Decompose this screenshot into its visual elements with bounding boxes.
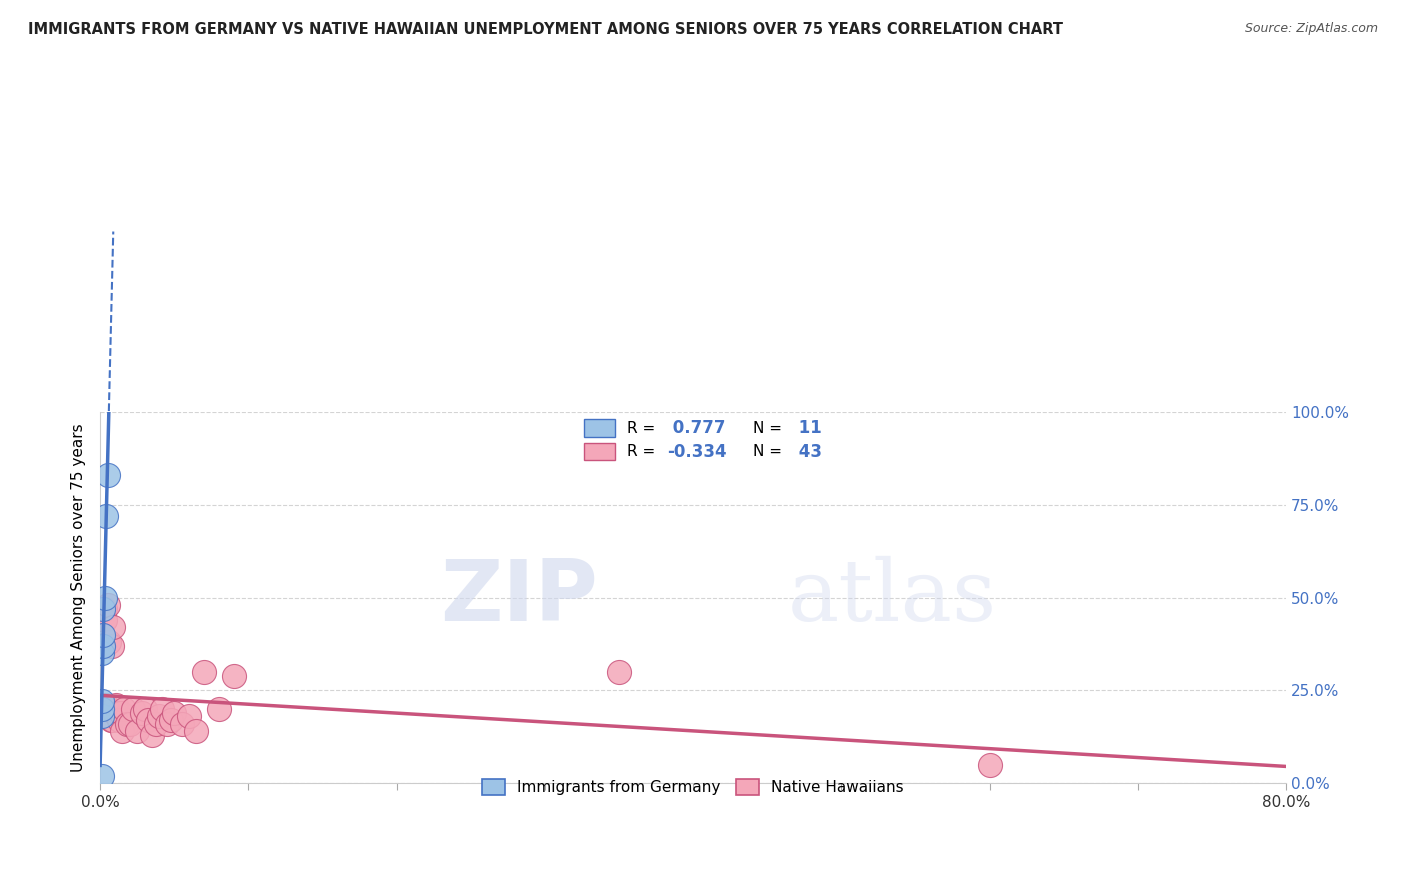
Point [131,706,153,720]
Point [115,716,138,731]
Text: atlas: atlas [787,556,997,640]
Point [136,713,159,727]
Point [170,716,193,731]
Point [90,702,112,716]
Point [96,468,118,483]
Point [222,668,245,682]
Point [141,728,163,742]
Text: IMMIGRANTS FROM GERMANY VS NATIVE HAWAIIAN UNEMPLOYMENT AMONG SENIORS OVER 75 YE: IMMIGRANTS FROM GERMANY VS NATIVE HAWAII… [28,22,1063,37]
Point [208,702,231,716]
Point [104,706,127,720]
Point [177,709,200,723]
Point [90,702,112,716]
Point [91,639,114,653]
Text: ZIP: ZIP [440,556,598,640]
Point [100,713,122,727]
Point [108,713,131,727]
Point [156,716,179,731]
Y-axis label: Unemployment Among Seniors over 75 years: Unemployment Among Seniors over 75 years [72,424,86,772]
Point [186,724,208,739]
Point [104,706,127,720]
Legend: Immigrants from Germany, Native Hawaiians: Immigrants from Germany, Native Hawaiian… [477,773,910,801]
Point [145,716,167,731]
Point [90,709,112,723]
Point [91,601,114,615]
Point [110,706,132,720]
Point [90,769,112,783]
Point [103,620,125,634]
Point [150,702,173,716]
Point [193,665,215,679]
Point [96,598,118,612]
Point [107,706,129,720]
Point [160,713,183,727]
Text: Source: ZipAtlas.com: Source: ZipAtlas.com [1244,22,1378,36]
Point [94,509,117,524]
Point [111,724,134,739]
Point [121,702,143,716]
Point [90,694,112,708]
Point [91,628,114,642]
Point [91,601,114,615]
Point [98,635,121,649]
Point [607,665,630,679]
Point [163,706,186,720]
Point [94,698,117,713]
Point [96,702,118,716]
Point [112,702,135,716]
Point [118,716,141,731]
Point [91,702,114,716]
Point [101,713,124,727]
Point [105,698,128,713]
Point [101,639,124,653]
Point [93,613,115,627]
Point [93,591,115,605]
Point [127,724,149,739]
Point [93,601,115,615]
Point [134,702,156,716]
Point [979,757,1001,772]
Point [90,646,112,660]
Point [148,709,170,723]
